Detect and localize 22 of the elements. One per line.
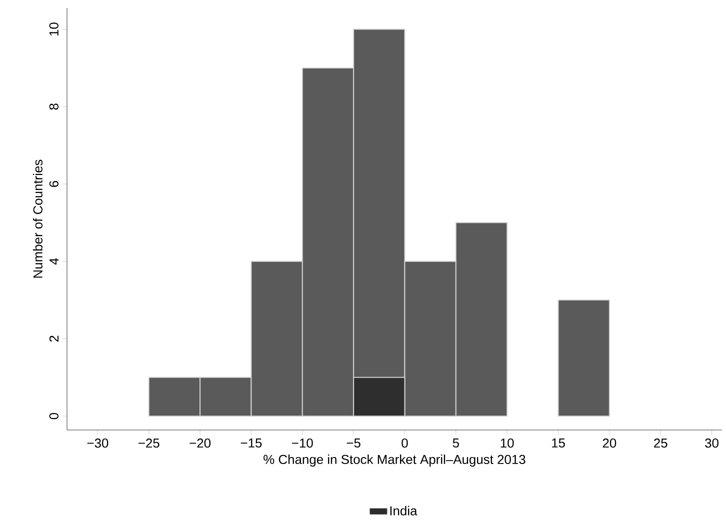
y-tick-label: 0 [49,412,58,420]
x-tick-label: −10 [292,438,313,448]
x-tick-label: −20 [190,438,211,448]
y-tick-label: 4 [50,258,58,265]
x-tick-label: −30 [87,438,108,448]
legend-label: India [390,506,418,516]
x-tick-label: −25 [138,438,160,448]
x-tick-label: 15 [552,438,565,448]
y-tick-label: 6 [49,180,58,187]
y-axis-title: Number of Countries [32,160,42,278]
x-tick-label: 30 [705,438,718,448]
x-tick-label: 25 [654,438,668,448]
y-tick-label: 8 [49,104,58,110]
x-tick-label: 20 [602,438,616,448]
x-tick-label: −15 [240,438,262,448]
y-tick-label: 2 [49,336,58,342]
x-axis-title: % Change in Stock Market April–August 2013 [264,454,526,467]
y-tick-label: 10 [49,22,58,36]
x-tick-label: 5 [452,438,459,448]
x-tick-label: 0 [402,438,408,448]
x-tick-label: −5 [346,438,360,448]
x-tick-label: 10 [500,438,514,448]
